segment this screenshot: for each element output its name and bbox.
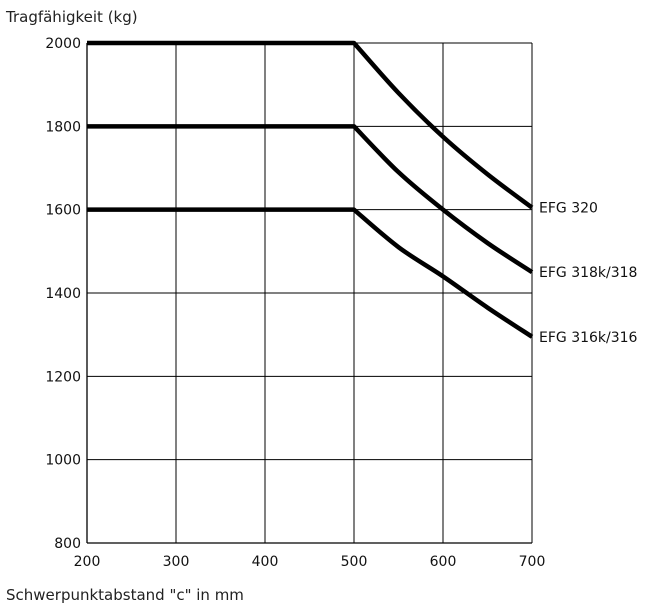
series-line-1 [87, 124, 534, 275]
y-axis-title: Tragfähigkeit (kg) [5, 8, 138, 26]
series-labels: EFG 320 EFG 318k/318 EFG 316k/316 [539, 201, 638, 346]
x-tick-400: 400 [252, 554, 279, 570]
x-tick-500: 500 [341, 554, 368, 570]
series-line-0 [87, 40, 534, 210]
x-tick-600: 600 [430, 554, 457, 570]
x-axis-title: Schwerpunktabstand "c" in mm [6, 586, 244, 604]
series-line-2 [87, 207, 534, 339]
y-tick-1400: 1400 [45, 286, 81, 302]
y-tick-labels: 800 1000 1200 1400 1600 1800 2000 [45, 36, 81, 552]
series-label-1: EFG 318k/318 [539, 265, 637, 281]
x-tick-200: 200 [74, 554, 101, 570]
y-tick-1600: 1600 [45, 203, 81, 219]
y-tick-800: 800 [54, 536, 81, 552]
x-tick-labels: 200 300 400 500 600 700 [74, 554, 546, 570]
y-tick-1000: 1000 [45, 453, 81, 469]
y-tick-1800: 1800 [45, 119, 81, 135]
series-label-0: EFG 320 [539, 201, 598, 217]
x-tick-700: 700 [519, 554, 546, 570]
y-tick-1200: 1200 [45, 369, 81, 385]
x-tick-300: 300 [163, 554, 190, 570]
series-lines [87, 40, 534, 339]
y-tick-2000: 2000 [45, 36, 81, 52]
series-label-2: EFG 316k/316 [539, 330, 638, 346]
